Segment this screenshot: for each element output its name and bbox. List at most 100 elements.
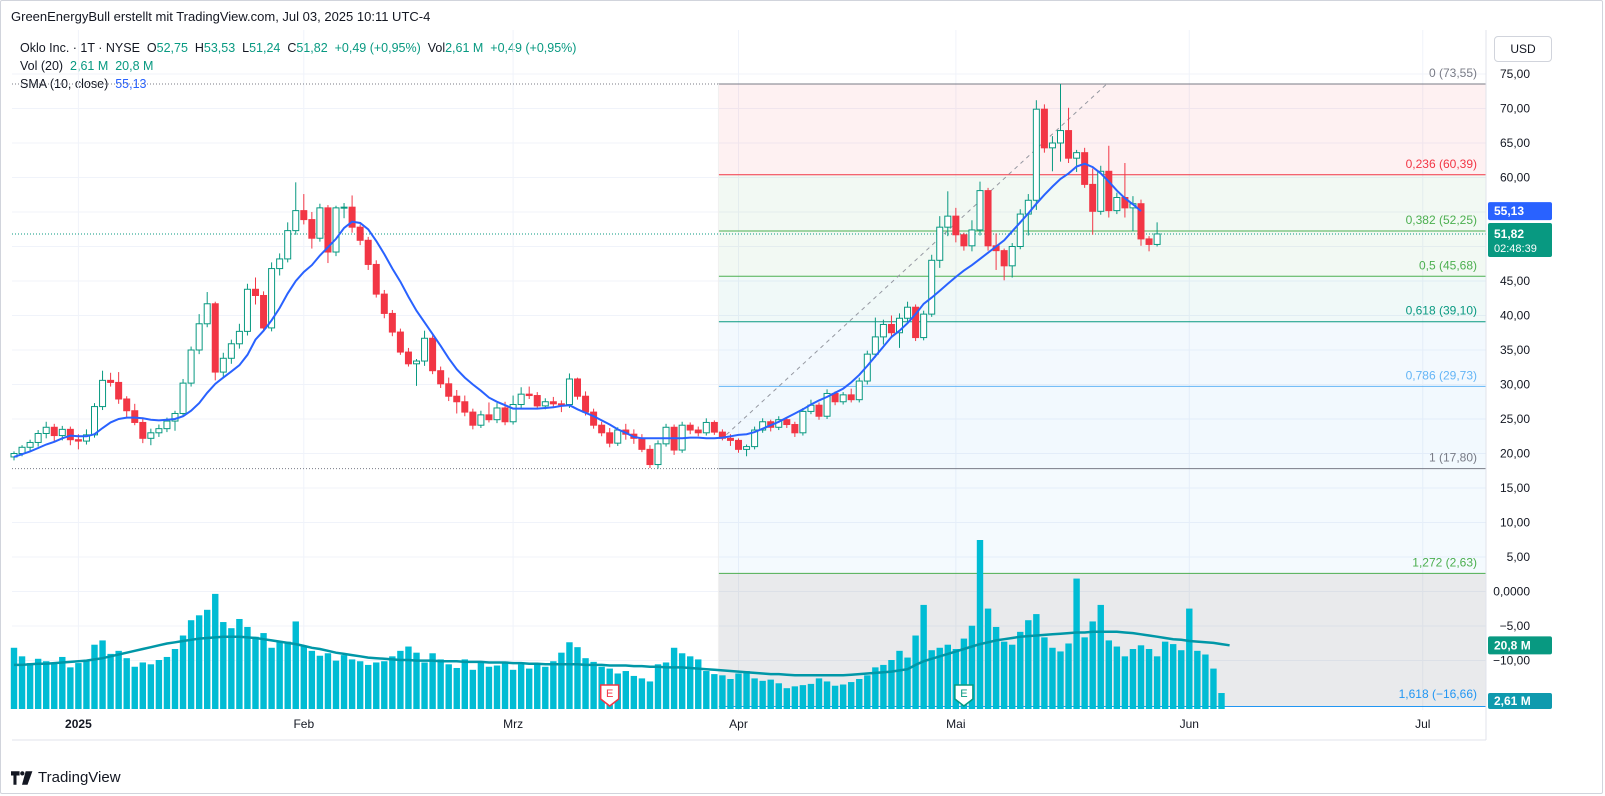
- price-axis-tick-label: 40,00: [1500, 309, 1530, 323]
- volume-bar: [1186, 608, 1193, 709]
- legend-vol20-row[interactable]: Vol (20) 2,61 M 20,8 M: [20, 57, 576, 75]
- volume-bar: [292, 621, 299, 709]
- volume-bar: [260, 633, 267, 709]
- candle-body: [743, 446, 751, 450]
- candle-body: [1081, 152, 1089, 185]
- candle: [300, 194, 308, 225]
- time-axis-label: Jun: [1180, 717, 1199, 731]
- volume-bar: [542, 666, 549, 709]
- candle: [292, 182, 300, 235]
- volume-bar: [469, 669, 477, 709]
- candle: [710, 420, 718, 435]
- candle-body: [179, 382, 187, 414]
- candle-body: [396, 331, 404, 353]
- candle-body: [421, 337, 429, 362]
- candle-body: [751, 429, 759, 448]
- candle: [195, 314, 203, 355]
- currency-button[interactable]: USD: [1494, 36, 1552, 62]
- candle-body: [316, 207, 324, 239]
- candle: [1065, 107, 1073, 164]
- candle: [1081, 147, 1089, 188]
- last-price-tag: 51,82 02:48:39: [1488, 222, 1552, 257]
- candle-body: [783, 419, 791, 426]
- volume-bar: [1025, 620, 1032, 709]
- candle: [920, 310, 928, 341]
- candle-body: [590, 411, 598, 426]
- volume-bar: [791, 686, 799, 709]
- candle: [115, 372, 123, 404]
- legend-symbol[interactable]: Oklo Inc. · 1T · NYSE: [20, 41, 140, 55]
- volume-bar: [453, 667, 460, 709]
- candle: [364, 236, 372, 270]
- volume-bar: [670, 647, 678, 709]
- fib-level-label: 0 (73,55): [1429, 66, 1477, 80]
- sma-price-tag-bg: [1488, 202, 1552, 221]
- legend-high-label: H: [194, 41, 204, 55]
- volume-bar: [783, 688, 790, 709]
- volume-bars: [10, 540, 1225, 709]
- candle: [855, 377, 863, 403]
- legend-sma-row[interactable]: SMA (10, close) 55,13: [20, 75, 576, 93]
- candle-body: [976, 190, 984, 231]
- volume-bar: [1210, 668, 1217, 709]
- volume-bar: [204, 609, 211, 709]
- legend-vol20-label[interactable]: Vol (20): [20, 59, 64, 73]
- volume-bar: [1153, 656, 1161, 709]
- candle-body: [437, 370, 445, 385]
- volume-bar: [131, 666, 138, 709]
- volume-bar: [735, 673, 742, 709]
- earnings-marker-label: E: [960, 688, 967, 700]
- candle-body: [1065, 130, 1073, 159]
- candle-body: [1113, 197, 1121, 212]
- candle: [324, 205, 332, 264]
- volume-bar: [759, 680, 766, 709]
- candle: [533, 392, 541, 410]
- candle-body: [107, 379, 115, 383]
- fib-level-label: 0,786 (29,73): [1406, 368, 1477, 382]
- candle-body: [187, 349, 195, 384]
- candle: [485, 402, 493, 423]
- legend-symbol-row[interactable]: Oklo Inc. · 1T · NYSE O52,75 H53,53 L51,…: [20, 39, 576, 57]
- candle: [316, 203, 324, 242]
- volume-bar: [187, 620, 195, 709]
- volume-bar: [590, 661, 597, 709]
- volume-bar: [1121, 656, 1129, 709]
- volume-bar: [831, 685, 839, 709]
- candle: [388, 309, 396, 337]
- candle: [839, 392, 847, 405]
- volume-bar: [775, 683, 782, 709]
- candle-body: [598, 424, 606, 434]
- candle-countdown: 02:48:39: [1494, 243, 1537, 255]
- candle: [340, 203, 348, 219]
- price-axis-tick-label: 0,0000: [1493, 585, 1530, 599]
- candle: [694, 426, 702, 437]
- time-axis-label: Jul: [1415, 717, 1430, 731]
- volume-bar: [743, 671, 750, 709]
- candle: [928, 254, 936, 317]
- candle-body: [791, 424, 799, 434]
- candle: [139, 419, 147, 444]
- price-axis-tick-label: 5,00: [1507, 550, 1531, 564]
- volume-bar: [1089, 621, 1096, 709]
- volume-bar: [413, 652, 420, 709]
- volume-bar: [767, 679, 774, 709]
- fib-zone: [718, 84, 1486, 175]
- tradingview-brand[interactable]: TradingView: [11, 769, 121, 786]
- candle-body: [799, 410, 807, 434]
- candle-body: [1032, 108, 1040, 201]
- volume-bar: [252, 636, 259, 709]
- volume-bar: [687, 656, 694, 709]
- candle-body: [219, 357, 227, 373]
- volume-bar: [220, 622, 227, 709]
- candle: [147, 428, 155, 446]
- candle: [227, 339, 235, 364]
- candle: [654, 440, 662, 469]
- legend-sma-label[interactable]: SMA (10, close): [20, 77, 109, 91]
- candle: [308, 212, 316, 249]
- candle-body: [429, 337, 437, 372]
- candle-body: [66, 428, 74, 441]
- candle-body: [557, 403, 565, 406]
- volume-bar: [534, 664, 541, 709]
